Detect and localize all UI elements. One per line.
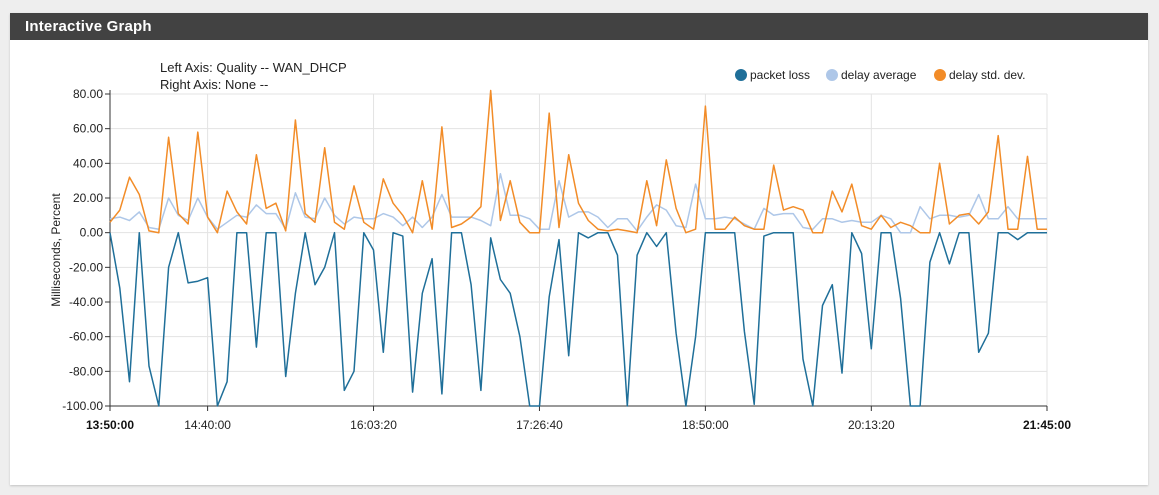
legend-item-delay-average[interactable]: delay average bbox=[826, 68, 917, 82]
y-tick-label: -40.00 bbox=[69, 295, 103, 309]
series-lines bbox=[109, 89, 1047, 407]
y-tick-label: 20.00 bbox=[73, 191, 103, 205]
y-tick-label: 0.00 bbox=[80, 226, 104, 240]
legend-swatch bbox=[934, 69, 946, 81]
axes: 80.00 60.00 40.00 20.00 0.00 -20.00 -40.00 -60.… bbox=[62, 87, 1071, 432]
x-tick-label: 17:26:40 bbox=[516, 418, 563, 432]
y-tick-label: -20.00 bbox=[69, 260, 103, 274]
legend: packet loss delay average delay std. dev. bbox=[735, 68, 1026, 82]
y-tick-label: 60.00 bbox=[73, 122, 103, 136]
x-tick-label: 20:13:20 bbox=[848, 418, 895, 432]
x-tick-label: 13:50:00 bbox=[86, 418, 134, 432]
legend-label: packet loss bbox=[750, 68, 810, 82]
panel-title: Interactive Graph bbox=[10, 13, 1148, 40]
legend-label: delay std. dev. bbox=[949, 68, 1026, 82]
y-tick-label: -80.00 bbox=[69, 364, 103, 378]
legend-swatch bbox=[735, 69, 747, 81]
y-tick-label: -100.00 bbox=[62, 399, 103, 413]
legend-swatch bbox=[826, 69, 838, 81]
series-line-delay-std-dev bbox=[109, 89, 1047, 234]
legend-item-packet-loss[interactable]: packet loss bbox=[735, 68, 810, 82]
y-axis-label: Milliseconds, Percent bbox=[49, 193, 63, 307]
x-tick-label: 21:45:00 bbox=[1023, 418, 1071, 432]
right-axis-info: Right Axis: None -- bbox=[160, 77, 268, 92]
legend-label: delay average bbox=[841, 68, 917, 82]
series-line-delay-average bbox=[109, 172, 1047, 234]
series-line-packet-loss bbox=[109, 231, 1047, 407]
x-tick-label: 16:03:20 bbox=[350, 418, 397, 432]
y-tick-label: 80.00 bbox=[73, 87, 103, 101]
y-tick-label: 40.00 bbox=[73, 156, 103, 170]
left-axis-info: Left Axis: Quality -- WAN_DHCP bbox=[160, 60, 347, 75]
y-tick-label: -60.00 bbox=[69, 330, 103, 344]
x-tick-label: 14:40:00 bbox=[184, 418, 231, 432]
x-tick-label: 18:50:00 bbox=[682, 418, 729, 432]
legend-item-delay-std-dev[interactable]: delay std. dev. bbox=[934, 68, 1026, 82]
